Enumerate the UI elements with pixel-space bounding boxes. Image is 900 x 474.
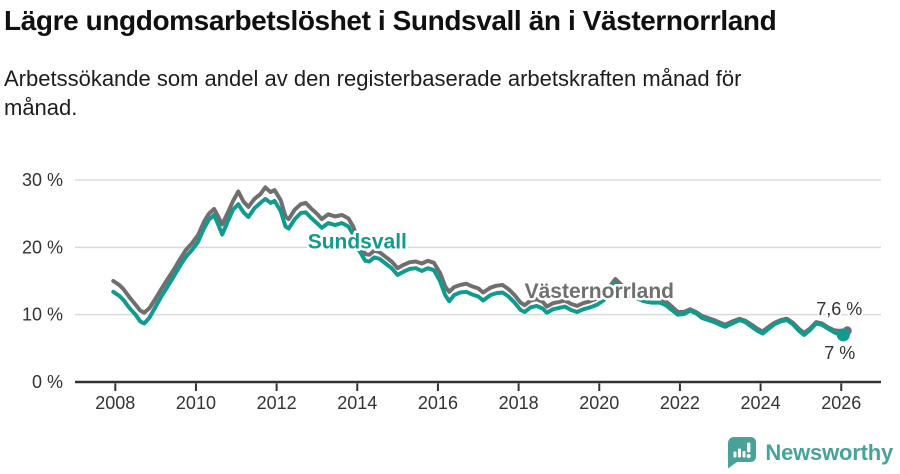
newsworthy-brand-text: Newsworthy (765, 439, 893, 465)
x-tick-label-2020: 2020 (579, 393, 619, 413)
x-tick-label-2012: 2012 (257, 393, 297, 413)
newsworthy-brand-link[interactable]: Newsworthy (726, 436, 893, 469)
x-tick-label-2022: 2022 (660, 393, 700, 413)
x-tick-label-2026: 2026 (821, 393, 861, 413)
newsworthy-logo-icon (728, 437, 757, 469)
gridlines (75, 179, 881, 316)
vasternorrland-line (111, 185, 850, 335)
y-tick-label-10: 10 % (22, 305, 63, 325)
x-tick-label-2018: 2018 (499, 393, 539, 413)
sundsvall-series-label: Sundsvall (308, 230, 407, 253)
x-tick-label-2008: 2008 (95, 393, 135, 413)
sundsvall-line (111, 196, 846, 337)
sundsvall-end-dot (836, 328, 850, 342)
vasternorrland-series-label: Västernorrland (525, 280, 674, 303)
y-tick-label-20: 20 % (22, 237, 63, 257)
x-tick-label-2010: 2010 (176, 393, 216, 413)
chart-subtitle: Arbetssökande som andel av den registerb… (4, 64, 896, 122)
chart-header: Lägre ungdomsarbetslöshet i Sundsvall än… (4, 4, 896, 122)
subtitle-line-2: månad. (4, 95, 78, 120)
y-tick-label-0: 0 % (32, 372, 63, 392)
sundsvall-end-value: 7 % (824, 343, 855, 363)
y-axis-labels: 0 % 10 % 20 % 30 % (22, 170, 63, 392)
vasternorrland-end-value: 7,6 % (816, 299, 862, 319)
x-tick-label-2024: 2024 (741, 393, 781, 413)
subtitle-line-1: Arbetssökande som andel av den registerb… (4, 66, 742, 91)
x-axis-labels: 2008 2010 2012 2014 2016 2018 2020 2022 2024 2026 (95, 393, 861, 413)
x-axis (75, 380, 881, 391)
y-tick-label-30: 30 % (22, 170, 63, 190)
x-tick-label-2016: 2016 (418, 393, 458, 413)
page-title: Lägre ungdomsarbetslöshet i Sundsvall än… (4, 5, 777, 36)
x-tick-label-2014: 2014 (337, 393, 377, 413)
